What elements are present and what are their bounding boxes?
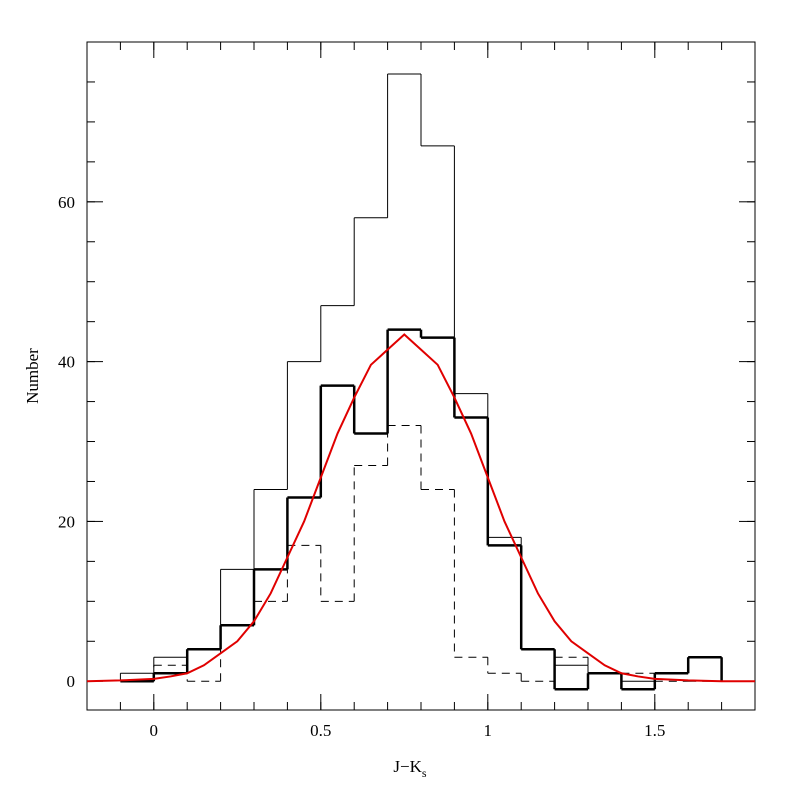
fit-curve	[86, 333, 755, 683]
x-label-main: J−K	[393, 757, 422, 776]
y-tick-label: 20	[58, 512, 75, 531]
x-tick-label: 0	[150, 721, 159, 740]
x-tick-label: 0.5	[310, 721, 331, 740]
y-tick-label: 0	[67, 672, 76, 691]
y-tick-label: 60	[58, 193, 75, 212]
x-axis-label: J−Ks	[393, 757, 426, 780]
y-axis-label: Number	[23, 348, 42, 404]
y-tick-label: 40	[58, 353, 75, 372]
x-tick-label: 1	[484, 721, 493, 740]
x-tick-label: 1.5	[644, 721, 665, 740]
x-label-subscript: s	[422, 766, 427, 780]
